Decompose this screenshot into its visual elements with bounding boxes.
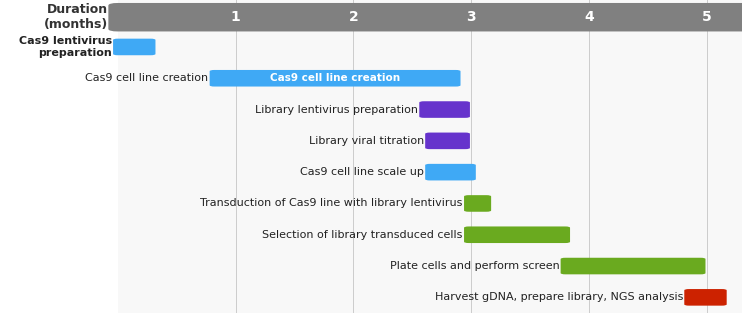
- Text: Library lentivirus preparation: Library lentivirus preparation: [255, 105, 418, 115]
- Text: 5: 5: [702, 10, 712, 24]
- Text: Cas9 cell line creation: Cas9 cell line creation: [270, 73, 400, 83]
- Bar: [118, 0, 742, 313]
- Text: 1: 1: [231, 10, 240, 24]
- FancyBboxPatch shape: [419, 101, 470, 118]
- Text: 4: 4: [584, 10, 594, 24]
- Text: 2: 2: [349, 10, 358, 24]
- FancyBboxPatch shape: [561, 258, 706, 274]
- Text: Cas9 cell line creation: Cas9 cell line creation: [85, 73, 209, 83]
- FancyBboxPatch shape: [425, 164, 476, 180]
- Text: Cas9 cell line scale up: Cas9 cell line scale up: [300, 167, 424, 177]
- FancyBboxPatch shape: [210, 70, 461, 86]
- Text: Plate cells and perform screen: Plate cells and perform screen: [390, 261, 559, 271]
- Text: Duration
(months): Duration (months): [44, 3, 108, 31]
- Text: Cas9 lentivirus
preparation: Cas9 lentivirus preparation: [19, 36, 112, 58]
- FancyBboxPatch shape: [108, 3, 742, 32]
- FancyBboxPatch shape: [113, 39, 156, 55]
- FancyBboxPatch shape: [464, 227, 570, 243]
- FancyBboxPatch shape: [684, 289, 726, 305]
- FancyBboxPatch shape: [464, 195, 491, 212]
- Text: Library viral titration: Library viral titration: [309, 136, 424, 146]
- FancyBboxPatch shape: [425, 132, 470, 149]
- Text: Harvest gDNA, prepare library, NGS analysis: Harvest gDNA, prepare library, NGS analy…: [435, 292, 683, 302]
- Text: Transduction of Cas9 line with library lentivirus: Transduction of Cas9 line with library l…: [200, 198, 463, 208]
- Text: 3: 3: [466, 10, 476, 24]
- Text: Selection of library transduced cells: Selection of library transduced cells: [263, 230, 463, 240]
